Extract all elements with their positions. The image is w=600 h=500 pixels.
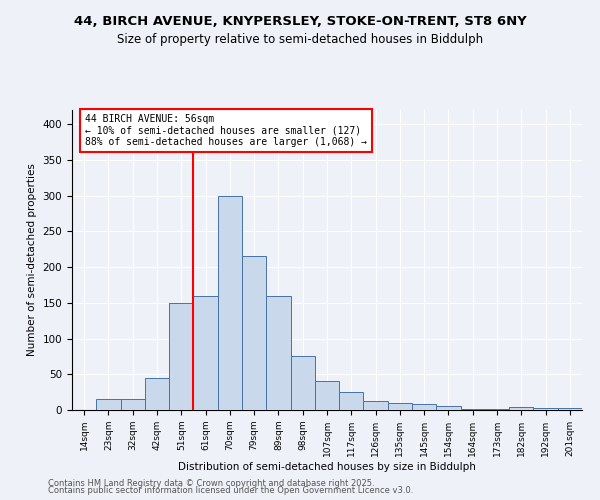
Text: Size of property relative to semi-detached houses in Biddulph: Size of property relative to semi-detach… xyxy=(117,32,483,46)
Bar xyxy=(558,408,582,410)
Bar xyxy=(364,400,388,410)
Text: 44, BIRCH AVENUE, KNYPERSLEY, STOKE-ON-TRENT, ST8 6NY: 44, BIRCH AVENUE, KNYPERSLEY, STOKE-ON-T… xyxy=(74,15,526,28)
Bar xyxy=(388,403,412,410)
Text: Contains public sector information licensed under the Open Government Licence v3: Contains public sector information licen… xyxy=(48,486,413,495)
Y-axis label: Number of semi-detached properties: Number of semi-detached properties xyxy=(27,164,37,356)
Bar xyxy=(461,408,485,410)
Bar xyxy=(290,356,315,410)
Bar xyxy=(266,296,290,410)
Bar xyxy=(242,256,266,410)
Bar xyxy=(218,196,242,410)
Bar xyxy=(96,400,121,410)
Bar xyxy=(436,406,461,410)
Bar xyxy=(412,404,436,410)
Bar xyxy=(145,378,169,410)
Bar xyxy=(485,408,509,410)
Bar xyxy=(339,392,364,410)
Text: Contains HM Land Registry data © Crown copyright and database right 2025.: Contains HM Land Registry data © Crown c… xyxy=(48,478,374,488)
X-axis label: Distribution of semi-detached houses by size in Biddulph: Distribution of semi-detached houses by … xyxy=(178,462,476,471)
Bar xyxy=(533,408,558,410)
Text: 44 BIRCH AVENUE: 56sqm
← 10% of semi-detached houses are smaller (127)
88% of se: 44 BIRCH AVENUE: 56sqm ← 10% of semi-det… xyxy=(85,114,367,147)
Bar xyxy=(121,400,145,410)
Bar xyxy=(315,382,339,410)
Bar xyxy=(509,407,533,410)
Bar xyxy=(169,303,193,410)
Bar xyxy=(193,296,218,410)
